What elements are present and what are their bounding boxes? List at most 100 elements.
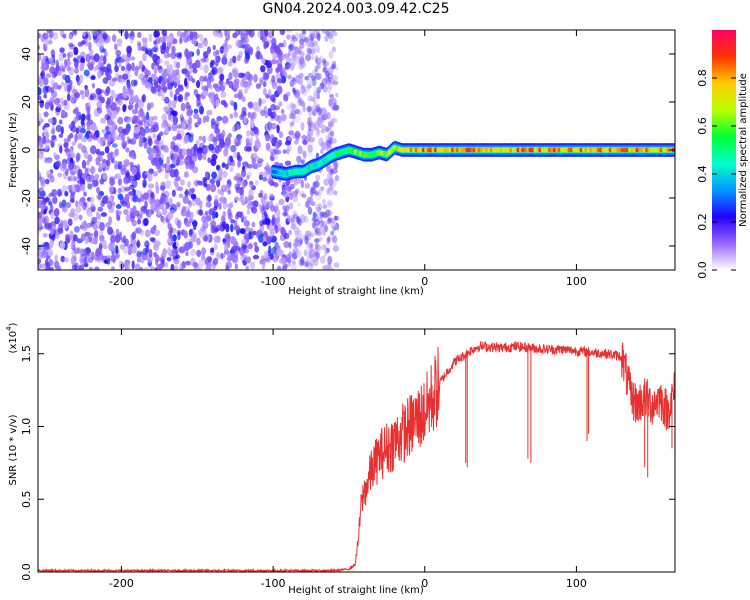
noise-speck <box>212 44 216 51</box>
noise-speck <box>115 106 121 112</box>
noise-speck <box>276 54 283 59</box>
noise-speck <box>195 140 200 145</box>
noise-speck <box>177 94 184 103</box>
noise-speck <box>142 53 147 62</box>
noise-speck <box>196 249 202 257</box>
noise-speck <box>141 37 148 43</box>
noise-speck <box>316 87 321 94</box>
noise-speck <box>305 38 312 48</box>
noise-speck <box>313 120 320 130</box>
snr-frame <box>37 328 676 573</box>
noise-speck <box>72 96 78 102</box>
noise-speck <box>67 218 73 226</box>
track-core <box>421 147 426 153</box>
noise-speck <box>315 241 319 250</box>
noise-speck <box>304 201 309 208</box>
noise-speck <box>224 183 231 189</box>
noise-speck <box>328 185 334 192</box>
noise-speck <box>275 248 282 257</box>
noise-speck <box>251 157 256 166</box>
noise-speck <box>111 124 117 130</box>
noise-speck <box>265 164 271 172</box>
noise-speck <box>293 90 297 96</box>
noise-speck <box>131 244 137 254</box>
noise-speck <box>261 57 266 65</box>
noise-speck <box>55 107 61 113</box>
noise-speck <box>101 62 105 68</box>
noise-speck <box>127 245 133 250</box>
noise-speck <box>276 265 282 270</box>
noise-speck <box>154 240 161 247</box>
noise-speck <box>122 73 129 80</box>
noise-speck <box>45 40 49 48</box>
noise-speck <box>245 71 251 81</box>
noise-speck <box>315 251 320 260</box>
noise-speck <box>296 216 301 225</box>
noise-speck <box>107 134 111 143</box>
noise-speck <box>81 145 87 153</box>
noise-speck <box>325 139 332 148</box>
noise-speck <box>88 252 94 258</box>
noise-speck <box>71 85 76 90</box>
noise-speck <box>308 72 314 78</box>
noise-speck <box>110 102 117 111</box>
noise-speck <box>240 169 247 178</box>
noise-speck <box>67 134 71 142</box>
noise-speck <box>325 71 330 77</box>
noise-speck <box>125 169 130 178</box>
noise-speck <box>75 183 82 193</box>
noise-speck <box>196 237 201 246</box>
track-core <box>511 147 516 153</box>
noise-speck <box>73 57 77 63</box>
noise-speck <box>323 225 328 233</box>
noise-speck <box>289 102 295 111</box>
noise-speck <box>269 45 275 54</box>
noise-speck <box>300 179 304 189</box>
noise-speck <box>307 128 314 138</box>
noise-speck <box>89 49 94 56</box>
noise-speck <box>217 67 224 75</box>
noise-speck <box>122 235 127 244</box>
noise-speck <box>167 222 172 230</box>
noise-speck <box>286 103 293 111</box>
noise-speck <box>155 256 159 266</box>
noise-speck <box>153 67 158 75</box>
noise-speck <box>76 238 83 244</box>
noise-speck <box>317 62 321 70</box>
noise-speck <box>105 86 111 94</box>
noise-speck <box>50 211 55 220</box>
noise-speck <box>304 75 310 81</box>
noise-speck <box>223 117 229 123</box>
noise-speck <box>63 99 68 106</box>
noise-speck <box>153 224 157 231</box>
noise-speck <box>311 46 317 53</box>
noise-speck <box>307 151 313 158</box>
noise-speck <box>202 115 207 124</box>
noise-speck <box>137 43 142 52</box>
noise-speck <box>157 165 162 174</box>
noise-speck <box>140 206 145 213</box>
noise-speck <box>335 92 339 98</box>
noise-speck <box>163 196 167 205</box>
noise-speck <box>331 168 338 175</box>
noise-speck <box>114 43 118 49</box>
noise-speck <box>59 63 66 69</box>
noise-speck <box>143 141 148 149</box>
noise-speck <box>160 181 166 187</box>
noise-speck <box>131 178 138 188</box>
noise-speck <box>77 168 83 178</box>
noise-speck <box>88 266 94 270</box>
noise-speck <box>333 215 338 221</box>
noise-speck <box>255 83 261 89</box>
noise-speck <box>148 249 153 258</box>
noise-speck <box>293 239 299 247</box>
snr-panel: -200 -100 0 100 0.0 0.5 1.0 1.5 Height of stra… <box>5 322 676 596</box>
noise-speck <box>309 201 316 207</box>
noise-speck <box>229 155 234 163</box>
noise-speck <box>254 139 260 147</box>
noise-speck <box>312 40 318 47</box>
noise-speck <box>177 186 183 192</box>
noise-speck <box>134 228 139 234</box>
noise-speck <box>320 124 326 131</box>
noise-speck <box>157 65 164 74</box>
